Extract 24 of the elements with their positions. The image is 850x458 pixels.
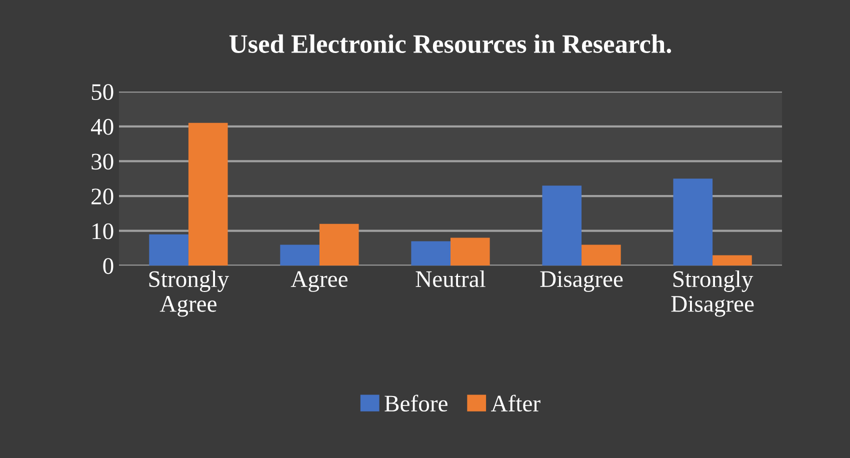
bar — [149, 234, 188, 266]
legend-label: After — [491, 394, 540, 412]
x-tick-label: Strongly Disagree — [671, 270, 754, 317]
bar — [712, 255, 752, 266]
bar — [542, 186, 582, 266]
chart-title: Used Electronic Resources in Research. — [229, 34, 672, 54]
bar — [319, 224, 359, 266]
y-tick-label: 50 — [92, 84, 114, 100]
legend-label: Before — [384, 394, 448, 412]
x-tick-label: Disagree — [540, 271, 623, 292]
bar — [582, 244, 621, 266]
y-tick-label: 0 — [103, 258, 114, 274]
y-tick-label: 20 — [92, 188, 114, 204]
bar — [411, 241, 450, 266]
bar — [673, 178, 713, 266]
y-tick-label: 10 — [92, 223, 114, 240]
bar — [280, 244, 320, 266]
x-tick-label: Neutral — [416, 270, 486, 288]
bar — [188, 122, 228, 266]
bar — [450, 238, 490, 266]
y-tick-label: 30 — [92, 154, 114, 170]
x-tick-label: Agree — [290, 271, 348, 292]
y-tick-label: 40 — [90, 118, 114, 135]
x-tick-label: Strongly Agree — [149, 270, 230, 317]
